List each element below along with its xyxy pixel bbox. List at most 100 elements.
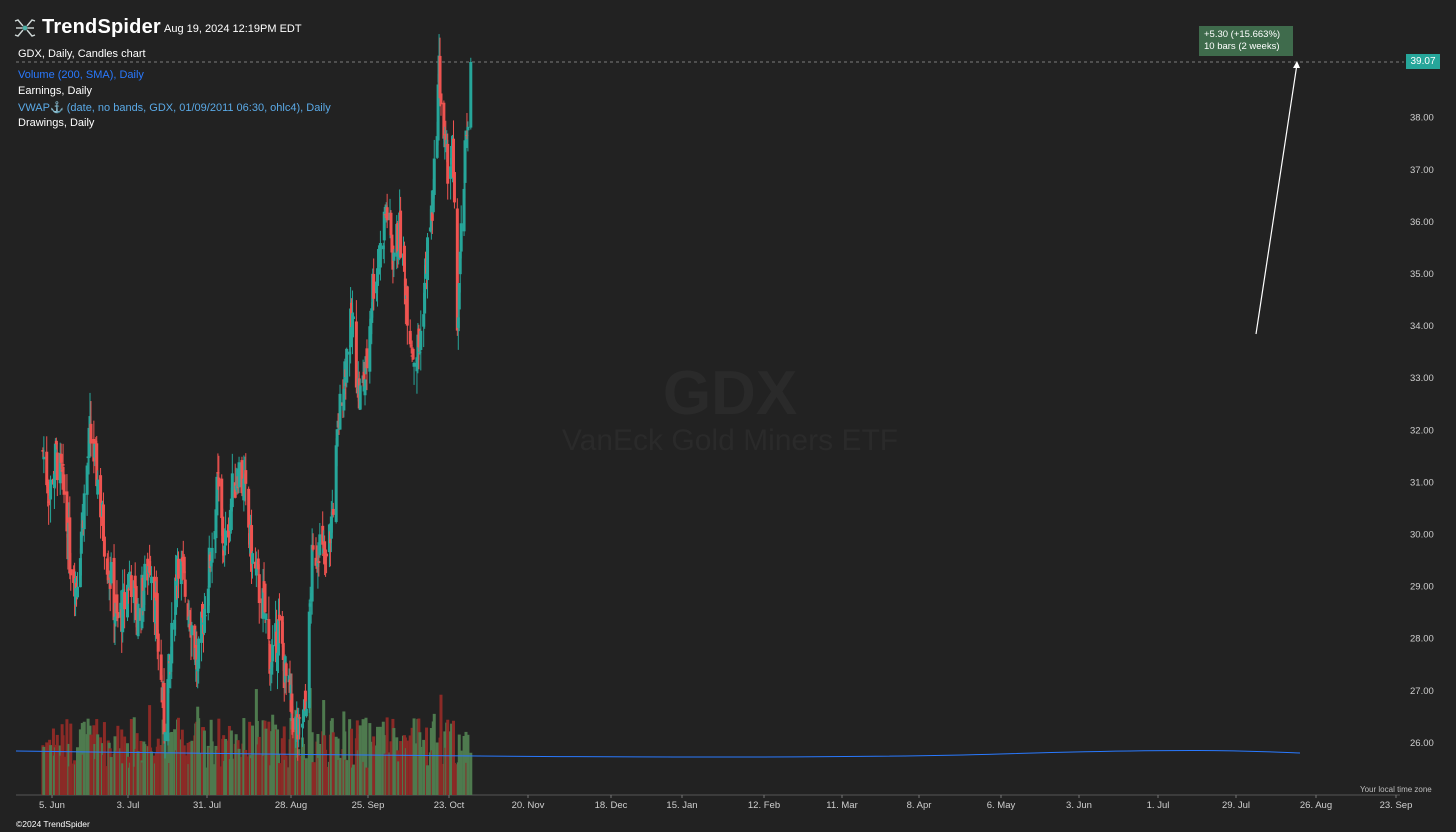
volume-bar: [143, 744, 147, 795]
candle-body: [156, 633, 160, 652]
candle-body: [41, 450, 45, 452]
legend-volume[interactable]: Volume (200, SMA), Daily: [18, 69, 144, 81]
y-tick-label: 34.00: [1410, 321, 1434, 332]
candle-body: [456, 317, 460, 328]
candle-body: [321, 525, 325, 545]
x-tick-label: 23. Oct: [434, 800, 465, 811]
timestamp: Aug 19, 2024 12:19PM EDT: [164, 23, 302, 35]
candle-body: [303, 690, 307, 711]
candle-body: [335, 429, 339, 447]
candle-body: [69, 569, 73, 576]
candle-body: [173, 619, 177, 630]
candle-body: [122, 589, 126, 593]
volume-bar: [55, 734, 59, 795]
volume-bar: [308, 688, 312, 795]
candle-body: [216, 472, 220, 474]
candle-body: [469, 62, 473, 128]
volume-bar: [372, 736, 376, 795]
candle-body: [176, 558, 180, 579]
candle-body: [308, 603, 312, 607]
candle-body: [88, 416, 92, 428]
candle-body: [227, 532, 231, 534]
candle-body: [417, 328, 421, 348]
x-tick-label: 15. Jan: [666, 800, 697, 811]
candle-body: [116, 612, 120, 619]
candle-body: [234, 485, 238, 490]
candle-body: [402, 245, 406, 272]
volume-bar: [277, 763, 281, 795]
y-tick-label: 32.00: [1410, 425, 1434, 436]
legend-main[interactable]: GDX, Daily, Candles chart: [18, 48, 146, 60]
candle-body: [228, 509, 232, 532]
candle-body: [61, 464, 65, 466]
brand-logo[interactable]: TrendSpider: [14, 16, 161, 39]
volume-bar: [351, 764, 355, 795]
legend-earnings[interactable]: Earnings, Daily: [18, 85, 92, 97]
volume-bar: [76, 747, 80, 795]
x-tick-label: 28. Aug: [275, 800, 307, 811]
volume-bar: [62, 756, 66, 795]
x-tick-label: 12. Feb: [748, 800, 780, 811]
volume-bar: [210, 741, 214, 795]
volume-bar: [129, 718, 133, 795]
x-tick-label: 3. Jun: [1066, 800, 1092, 811]
candle-body: [209, 560, 213, 567]
measurement-label[interactable]: +5.30 (+15.663%) 10 bars (2 weeks): [1199, 26, 1293, 56]
candle-body: [89, 423, 93, 444]
volume-bar: [180, 729, 184, 795]
candle-body: [405, 286, 409, 326]
candle-body: [415, 357, 419, 372]
candle-body: [60, 469, 64, 472]
candle-body: [334, 445, 338, 522]
candle-body: [186, 603, 190, 621]
candle-body: [65, 491, 69, 532]
volume-bar: [446, 719, 450, 795]
y-tick-label: 28.00: [1410, 634, 1434, 645]
volume-bar: [452, 762, 456, 795]
x-tick-label: 11. Mar: [826, 800, 858, 811]
candle-body: [383, 214, 387, 216]
volume-bar: [224, 738, 228, 795]
candle-body: [53, 443, 57, 475]
candle-body: [148, 561, 152, 573]
candle-body: [226, 524, 230, 538]
candle-body: [396, 223, 400, 253]
volume-bar: [419, 746, 423, 795]
candle-body: [376, 268, 380, 275]
local-time-zone-label[interactable]: Your local time zone: [1360, 785, 1432, 794]
volume-bar: [202, 730, 206, 795]
current-price-tag: 39.07: [1406, 54, 1440, 69]
candle-body: [397, 251, 401, 260]
volume-bar: [102, 722, 106, 795]
volume-bar: [439, 694, 443, 795]
brand-name: TrendSpider: [42, 16, 161, 38]
candle-body: [462, 188, 466, 232]
candle-body: [49, 479, 53, 500]
candle-body: [233, 482, 237, 498]
candle-body: [87, 427, 91, 458]
volume-bar: [338, 757, 342, 795]
volume-bar: [82, 721, 86, 795]
candle-body: [291, 718, 295, 733]
candle-body: [436, 84, 440, 141]
spider-icon: [14, 18, 36, 37]
legend-drawings[interactable]: Drawings, Daily: [18, 117, 95, 129]
candle-body: [338, 393, 342, 430]
candle-body: [149, 573, 153, 575]
candle-body: [423, 282, 427, 314]
volume-bar: [190, 740, 194, 795]
candle-body: [409, 345, 413, 347]
candle-body: [127, 572, 131, 588]
candle-body: [369, 318, 373, 335]
y-tick-label: 37.00: [1410, 165, 1434, 176]
volume-bar: [69, 723, 73, 795]
legend-vwap[interactable]: VWAP⚓ (date, no bands, GDX, 01/09/2011 0…: [18, 102, 331, 114]
volume-bar: [361, 719, 365, 795]
candle-body: [318, 534, 322, 556]
candle-body: [351, 316, 355, 320]
candle-body: [438, 55, 442, 99]
volume-bar: [120, 729, 124, 795]
y-tick-label: 27.00: [1410, 686, 1434, 697]
volume-bar: [251, 725, 255, 795]
